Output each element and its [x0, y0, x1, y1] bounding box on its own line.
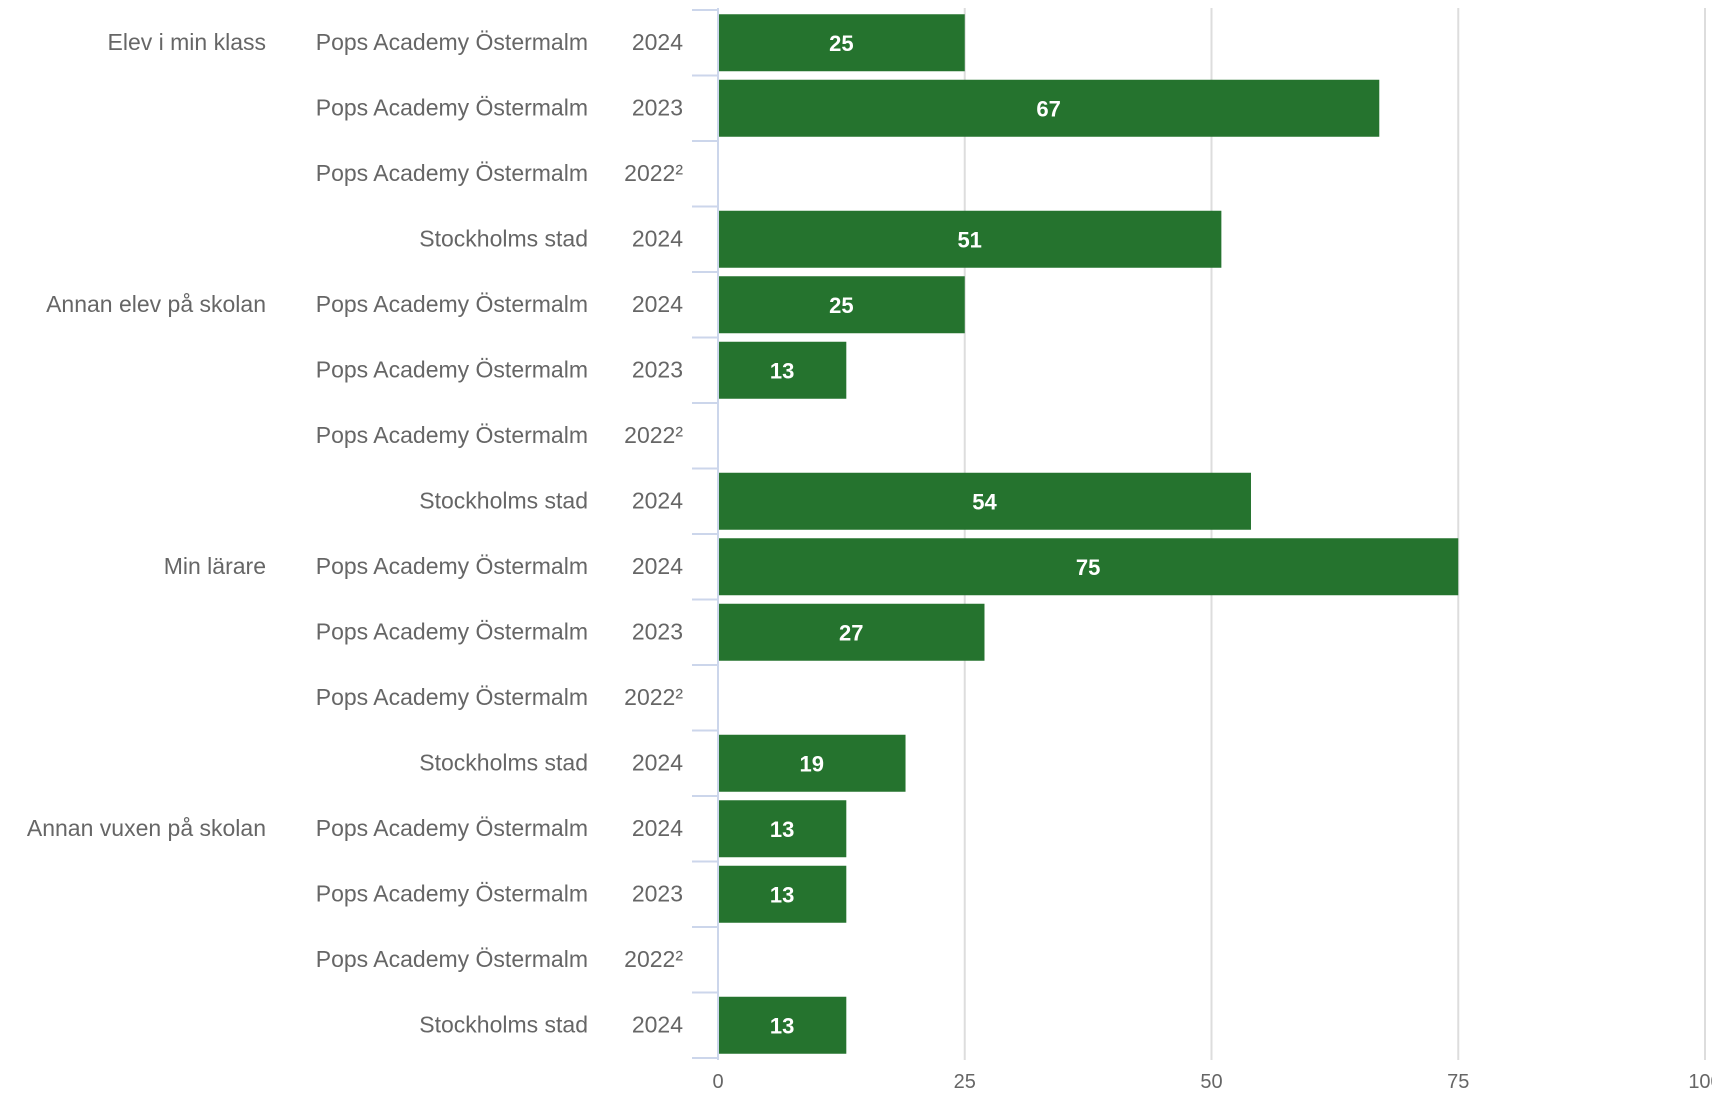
data-label: 27 [839, 620, 863, 645]
bar [719, 79, 1380, 137]
year-label: 2024 [632, 749, 683, 775]
year-label: 2023 [632, 618, 683, 644]
entity-label: Stockholms stad [419, 225, 588, 251]
data-label: 13 [770, 358, 794, 383]
entity-label: Pops Academy Östermalm [316, 94, 588, 120]
bar [719, 996, 847, 1054]
entity-label: Stockholms stad [419, 1011, 588, 1037]
data-label: 13 [770, 817, 794, 842]
bar [719, 341, 847, 399]
year-label: 2022² [624, 684, 683, 710]
bar [719, 472, 1251, 530]
data-label: 19 [800, 751, 824, 776]
data-label: 67 [1036, 96, 1060, 121]
year-label: 2022² [624, 160, 683, 186]
bar [719, 276, 965, 334]
bar [719, 603, 985, 661]
year-label: 2024 [632, 815, 683, 841]
entity-label: Pops Academy Östermalm [316, 684, 588, 710]
entity-label: Stockholms stad [419, 487, 588, 513]
bar [719, 538, 1459, 596]
bar [719, 734, 906, 792]
data-label: 25 [829, 31, 853, 56]
data-label: 13 [770, 882, 794, 907]
entity-label: Pops Academy Östermalm [316, 946, 588, 972]
x-tick-label: 25 [954, 1071, 976, 1093]
x-tick-label: 0 [712, 1071, 723, 1093]
entity-label: Pops Academy Östermalm [316, 880, 588, 906]
year-label: 2024 [632, 291, 683, 317]
entity-label: Pops Academy Östermalm [316, 356, 588, 382]
year-label: 2022² [624, 422, 683, 448]
x-tick-label: 100 [1688, 1071, 1712, 1093]
year-label: 2022² [624, 946, 683, 972]
bar [719, 14, 965, 72]
entity-label: Pops Academy Östermalm [316, 29, 588, 55]
bar [719, 800, 847, 858]
data-label: 13 [770, 1013, 794, 1038]
entity-label: Pops Academy Östermalm [316, 160, 588, 186]
group-label: Min lärare [164, 553, 266, 579]
year-label: 2024 [632, 225, 683, 251]
data-label: 51 [957, 227, 981, 252]
group-label: Annan elev på skolan [46, 291, 266, 317]
year-label: 2024 [632, 1011, 683, 1037]
group-label: Annan vuxen på skolan [27, 815, 266, 841]
bar [719, 865, 847, 923]
x-tick-label: 75 [1447, 1071, 1469, 1093]
data-label: 75 [1076, 555, 1100, 580]
year-label: 2023 [632, 880, 683, 906]
entity-label: Pops Academy Östermalm [316, 291, 588, 317]
bar [719, 210, 1222, 268]
entity-label: Stockholms stad [419, 749, 588, 775]
year-label: 2023 [632, 356, 683, 382]
year-label: 2024 [632, 487, 683, 513]
data-label: 25 [829, 293, 853, 318]
data-label: 54 [972, 489, 997, 514]
year-label: 2024 [632, 29, 683, 55]
group-label: Elev i min klass [108, 29, 266, 55]
entity-label: Pops Academy Östermalm [316, 553, 588, 579]
year-label: 2023 [632, 94, 683, 120]
entity-label: Pops Academy Östermalm [316, 422, 588, 448]
entity-label: Pops Academy Östermalm [316, 815, 588, 841]
year-label: 2024 [632, 553, 683, 579]
x-tick-label: 50 [1200, 1071, 1222, 1093]
entity-label: Pops Academy Östermalm [316, 618, 588, 644]
